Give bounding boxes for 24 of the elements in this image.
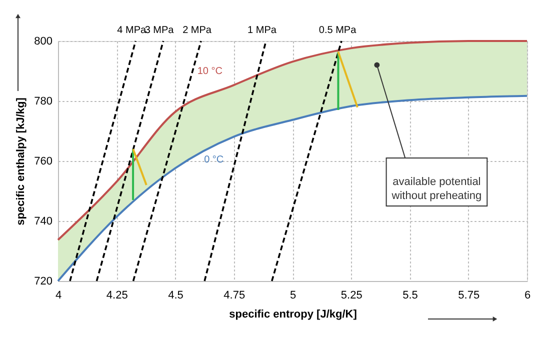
y-axis-title: specific enthalpy [kJ/kg] xyxy=(15,97,28,226)
series-label: 0.5 MPa xyxy=(318,25,357,36)
x-tick-label: 4.5 xyxy=(168,290,184,302)
y-tick-label: 740 xyxy=(34,216,52,228)
y-tick-label: 760 xyxy=(34,156,52,168)
series-label: 10 °C xyxy=(197,66,222,78)
series-label: 4 MPa xyxy=(117,25,147,36)
x-axis-title: specific entropy [J/kg/K] xyxy=(229,308,358,320)
annotation: available potential without preheating xyxy=(390,176,482,202)
x-tick-label: 5.25 xyxy=(340,290,362,302)
x-tick-label: 4.25 xyxy=(106,290,128,302)
y-tick-label: 800 xyxy=(34,36,52,48)
x-tick-label: 5.75 xyxy=(458,290,480,302)
y-tick-label: 780 xyxy=(34,96,52,108)
series-label: 1 MPa xyxy=(248,25,277,36)
x-tick-label: 4 xyxy=(55,290,62,302)
series-label: 2 MPa xyxy=(182,25,212,36)
x-tick-label: 6 xyxy=(524,290,531,302)
series-label: 3 MPa xyxy=(144,25,174,36)
series-label: 0 °C xyxy=(204,154,224,166)
x-tick-label: 4.75 xyxy=(224,290,246,302)
x-tick-label: 5.5 xyxy=(402,290,418,302)
y-tick-label: 720 xyxy=(34,276,52,288)
x-tick-label: 5 xyxy=(290,290,296,302)
